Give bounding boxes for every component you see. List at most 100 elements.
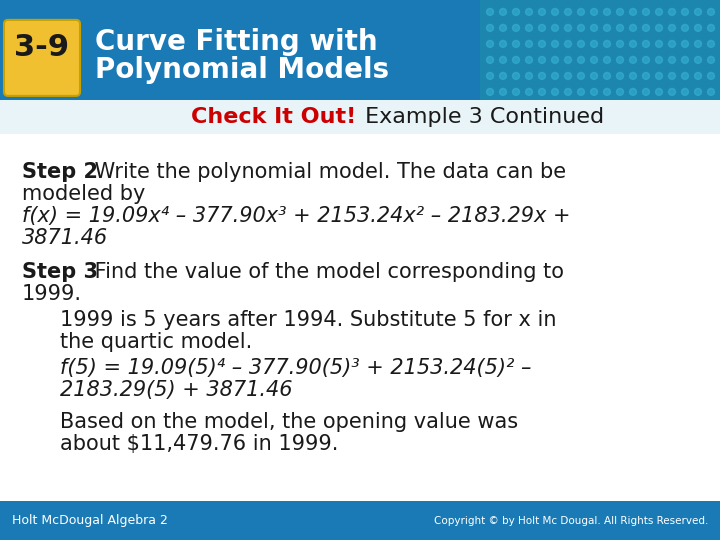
Circle shape	[603, 89, 611, 96]
Circle shape	[642, 56, 649, 63]
FancyBboxPatch shape	[0, 501, 720, 540]
Circle shape	[655, 24, 662, 31]
Circle shape	[616, 72, 624, 79]
Circle shape	[552, 72, 559, 79]
Circle shape	[552, 40, 559, 48]
Circle shape	[616, 89, 624, 96]
Circle shape	[668, 40, 675, 48]
Circle shape	[629, 56, 636, 63]
Circle shape	[526, 72, 533, 79]
Circle shape	[513, 89, 520, 96]
Text: Check It Out!: Check It Out!	[191, 107, 356, 127]
Circle shape	[629, 89, 636, 96]
Circle shape	[603, 40, 611, 48]
Circle shape	[642, 89, 649, 96]
Text: Step 2: Step 2	[22, 162, 98, 182]
Circle shape	[513, 56, 520, 63]
Circle shape	[642, 40, 649, 48]
Circle shape	[526, 24, 533, 31]
Circle shape	[655, 89, 662, 96]
Circle shape	[564, 89, 572, 96]
Circle shape	[513, 40, 520, 48]
Circle shape	[564, 56, 572, 63]
Circle shape	[708, 40, 714, 48]
Circle shape	[708, 56, 714, 63]
Circle shape	[564, 9, 572, 16]
Circle shape	[539, 9, 546, 16]
Text: 1999.: 1999.	[22, 284, 82, 304]
Circle shape	[655, 56, 662, 63]
Text: Curve Fitting with: Curve Fitting with	[95, 28, 377, 56]
Circle shape	[655, 40, 662, 48]
Circle shape	[682, 56, 688, 63]
Circle shape	[513, 72, 520, 79]
Circle shape	[590, 9, 598, 16]
Text: Find the value of the model corresponding to: Find the value of the model correspondin…	[88, 262, 564, 282]
Text: 1999 is 5 years after 1994. Substitute 5 for x in: 1999 is 5 years after 1994. Substitute 5…	[60, 310, 557, 330]
FancyBboxPatch shape	[480, 0, 720, 100]
Text: Holt McDougal Algebra 2: Holt McDougal Algebra 2	[12, 514, 168, 527]
Circle shape	[577, 40, 585, 48]
Circle shape	[708, 9, 714, 16]
Text: 2183.29(5) + 3871.46: 2183.29(5) + 3871.46	[60, 380, 292, 400]
Text: 3871.46: 3871.46	[22, 228, 108, 248]
Circle shape	[682, 72, 688, 79]
Text: the quartic model.: the quartic model.	[60, 332, 252, 352]
Circle shape	[668, 56, 675, 63]
Circle shape	[616, 40, 624, 48]
Text: about $11,479.76 in 1999.: about $11,479.76 in 1999.	[60, 434, 338, 454]
Circle shape	[668, 9, 675, 16]
Circle shape	[526, 56, 533, 63]
Circle shape	[487, 9, 493, 16]
Circle shape	[708, 24, 714, 31]
Text: Polynomial Models: Polynomial Models	[95, 56, 389, 84]
Circle shape	[487, 89, 493, 96]
Circle shape	[695, 9, 701, 16]
Circle shape	[708, 89, 714, 96]
Circle shape	[487, 24, 493, 31]
Circle shape	[500, 56, 506, 63]
Circle shape	[668, 89, 675, 96]
Circle shape	[695, 89, 701, 96]
Circle shape	[577, 56, 585, 63]
Circle shape	[668, 24, 675, 31]
Circle shape	[708, 72, 714, 79]
Text: Write the polynomial model. The data can be: Write the polynomial model. The data can…	[88, 162, 566, 182]
Circle shape	[552, 89, 559, 96]
Circle shape	[539, 89, 546, 96]
FancyBboxPatch shape	[0, 0, 720, 100]
Circle shape	[629, 24, 636, 31]
Text: f(5) = 19.09(5)⁴ – 377.90(5)³ + 2153.24(5)² –: f(5) = 19.09(5)⁴ – 377.90(5)³ + 2153.24(…	[60, 358, 531, 378]
Circle shape	[552, 24, 559, 31]
Circle shape	[642, 72, 649, 79]
Circle shape	[590, 89, 598, 96]
Circle shape	[642, 24, 649, 31]
Circle shape	[500, 24, 506, 31]
Text: Step 3: Step 3	[22, 262, 98, 282]
Circle shape	[590, 56, 598, 63]
Circle shape	[629, 9, 636, 16]
Circle shape	[616, 9, 624, 16]
Circle shape	[590, 24, 598, 31]
Circle shape	[487, 56, 493, 63]
Circle shape	[552, 56, 559, 63]
Circle shape	[629, 40, 636, 48]
Circle shape	[513, 9, 520, 16]
FancyBboxPatch shape	[0, 100, 720, 134]
Circle shape	[564, 72, 572, 79]
Circle shape	[682, 9, 688, 16]
FancyBboxPatch shape	[4, 20, 80, 96]
Circle shape	[603, 72, 611, 79]
Circle shape	[603, 9, 611, 16]
Circle shape	[668, 72, 675, 79]
Circle shape	[655, 72, 662, 79]
Circle shape	[526, 89, 533, 96]
Circle shape	[564, 40, 572, 48]
Circle shape	[616, 24, 624, 31]
Circle shape	[629, 72, 636, 79]
Text: f(x) = 19.09x⁴ – 377.90x³ + 2153.24x² – 2183.29x +: f(x) = 19.09x⁴ – 377.90x³ + 2153.24x² – …	[22, 206, 570, 226]
Circle shape	[513, 24, 520, 31]
Circle shape	[577, 24, 585, 31]
Circle shape	[500, 72, 506, 79]
Circle shape	[564, 24, 572, 31]
